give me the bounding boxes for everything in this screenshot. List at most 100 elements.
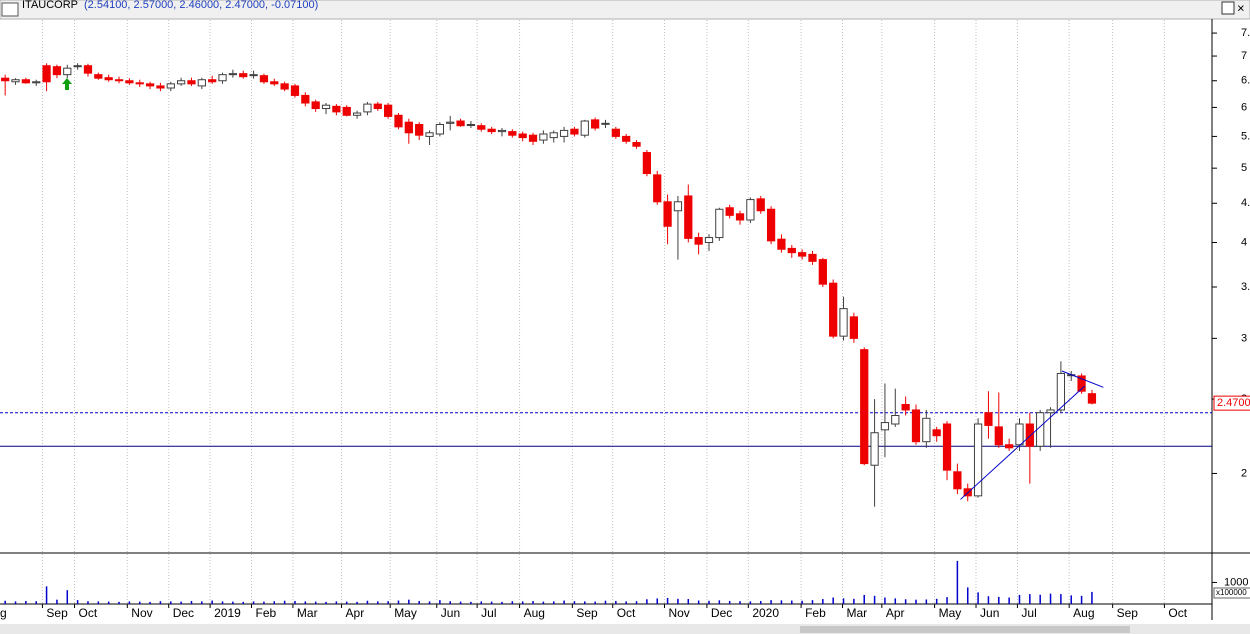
close-button[interactable]: × [1237,0,1245,15]
volume-bar [97,601,100,604]
price-label-box [1213,395,1250,411]
candle-body [580,120,589,136]
candle-body [922,417,931,443]
volume-bar [408,599,410,604]
volume-bar [221,601,224,604]
volume-bar [294,600,296,604]
volume-bar [511,601,514,604]
chart-subtitle: (2.54100, 2.57000, 2.46000, 2.47000, -0.… [84,0,318,11]
volume-bar [470,601,472,604]
volume-bar [1049,593,1052,604]
candle-body [290,85,300,96]
volume-bar [532,600,534,604]
volume-bar [1080,595,1083,604]
volume-bar [356,601,358,604]
volume-bar [87,601,89,604]
volume-bar [387,601,389,604]
candle-body [518,133,527,139]
candle-body [642,152,652,175]
candle-body [332,105,341,113]
candle-body [83,65,93,74]
candle-body [891,415,900,425]
volume-bar [677,598,679,604]
x-tick-label: Oct [79,606,98,620]
volume-bar [211,600,213,604]
candle-body [415,124,424,136]
candle-body [1077,375,1086,392]
volume-bar [925,599,928,604]
price-label: 2.4700 [1217,397,1250,409]
volume-bar [490,601,493,604]
x-tick-label: Aug [524,606,545,620]
volume-bar [987,596,990,604]
candle-body [673,201,683,212]
candle-body [239,73,248,78]
volume-bar [780,600,783,604]
candle-body [549,132,558,139]
candle-body [394,114,403,128]
candle-body [611,128,620,137]
candle-body [21,79,30,84]
candle-body [301,94,310,104]
candle-body [384,104,393,117]
trendline [960,385,1086,500]
candle-body [218,74,227,82]
scrollbar[interactable] [0,624,1250,634]
candle-body [52,66,62,76]
candle-body [145,83,155,87]
x-tick-label: Nov [131,606,152,620]
candle-body [591,119,600,129]
candle-body [166,83,175,89]
title-bar [0,0,1250,20]
x-tick-label: Apr [886,606,905,620]
candle-body [187,80,196,85]
candle-body [497,129,507,133]
volume-bar [159,601,162,604]
candle-body [135,82,144,85]
candle-body [684,195,693,239]
volume-bar [708,600,710,604]
chart-title: ITAUCORP [22,0,78,11]
candle-body [456,120,465,127]
volume-bar [904,599,907,604]
volume-bar [263,601,265,604]
candle-body [11,79,20,83]
volume-bar [728,600,731,604]
volume-bar [35,601,37,604]
candle-body [1025,423,1034,447]
volume-bar [687,599,690,604]
candle-body [177,80,186,85]
candle-body [94,74,103,79]
x-tick-label: Jul [481,606,496,620]
candle-body [32,81,41,84]
candle-body [270,81,279,85]
candle-body [311,101,320,110]
volume-bar [666,597,669,604]
y-tick-label: 2 [1241,467,1247,479]
candle-body [280,83,289,90]
signal-arrow [62,78,72,90]
volume-bar [998,596,1000,604]
candle-body [446,121,455,124]
scrollbar-thumb[interactable] [800,626,1130,633]
candle-body [1046,409,1055,414]
volume-bar [480,601,483,604]
candle-body [880,422,890,431]
volume-bar [718,600,721,604]
volume-bar [459,601,462,604]
candle-body [1015,423,1024,446]
candle-body [63,67,72,76]
volume-bar [501,601,503,604]
x-tick-label: May [394,606,417,620]
volume-bar [615,600,617,604]
volume-bar [232,601,234,604]
x-tick-label: Sep [46,606,68,620]
volume-bar [107,601,110,604]
candle-body [766,208,776,242]
candle-body [342,106,351,116]
candle-body [508,131,517,136]
candle-body [777,238,786,250]
maximize-button[interactable] [1221,1,1235,15]
candle-body [839,308,848,337]
